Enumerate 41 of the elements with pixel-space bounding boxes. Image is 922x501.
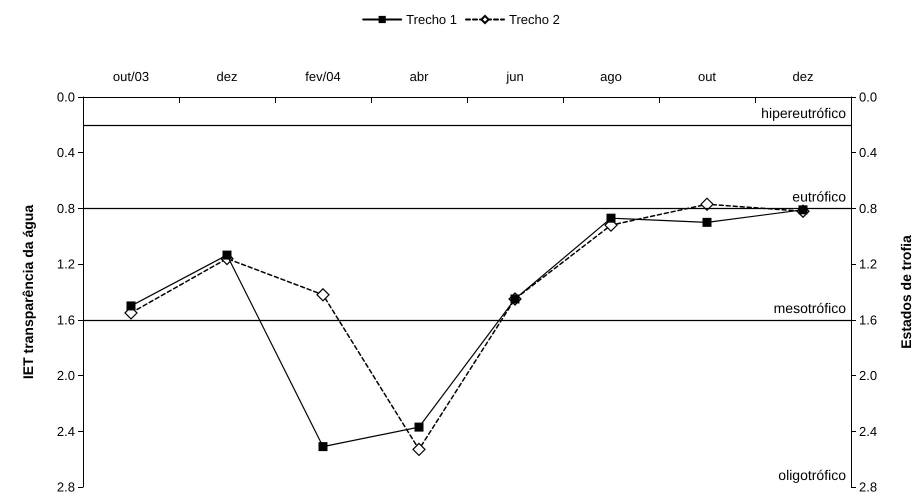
point <box>316 288 330 302</box>
x-tick-label: out <box>698 69 716 84</box>
x-tick-label: dez <box>792 69 814 84</box>
x-tick-label: dez <box>216 69 238 84</box>
y-axis-title: IET transparência da água <box>20 204 36 380</box>
annotation: oligotrófico <box>778 467 846 483</box>
x-tick-label: abr <box>410 69 430 84</box>
y-tick-label: 1.6 <box>56 312 75 328</box>
legend-label: Trecho 1 <box>406 12 458 27</box>
y2-tick-label: 2.8 <box>859 480 878 494</box>
x-tick-label: fev/04 <box>305 69 341 84</box>
annotation: mesotrófico <box>774 300 846 316</box>
annotation: eutrófico <box>792 188 846 204</box>
legend-label: Trecho 2 <box>509 12 560 27</box>
point <box>412 442 426 456</box>
y2-tick-label: 1.6 <box>859 312 878 328</box>
y2-axis-title: Estados de trofia <box>898 235 914 349</box>
x-tick-label: ago <box>600 69 622 84</box>
x-tick-label: out/03 <box>112 69 150 84</box>
point <box>222 250 232 260</box>
y-tick-label: 0.4 <box>56 145 75 160</box>
point <box>414 422 424 432</box>
y2-tick-label: 1.2 <box>859 256 878 272</box>
y2-tick-label: 0.4 <box>859 145 878 160</box>
point <box>126 301 136 310</box>
y2-tick-label: 0.0 <box>859 90 878 104</box>
y-tick-label: 2.4 <box>56 424 75 439</box>
point <box>606 214 616 223</box>
y2-tick-label: 2.0 <box>859 368 878 384</box>
y-tick-label: 2.8 <box>56 480 75 494</box>
y-tick-label: 0.0 <box>56 90 75 104</box>
annotation: hipereutrófico <box>761 104 846 121</box>
y-tick-label: 0.8 <box>56 200 75 216</box>
y-tick-label: 1.2 <box>56 256 75 272</box>
y-tick-label: 2.0 <box>56 368 75 384</box>
point <box>318 442 328 452</box>
x-tick-label: jun <box>505 69 524 84</box>
y2-tick-label: 2.4 <box>859 424 878 439</box>
point <box>702 218 712 227</box>
y2-tick-label: 0.8 <box>859 200 878 216</box>
point <box>700 198 714 211</box>
